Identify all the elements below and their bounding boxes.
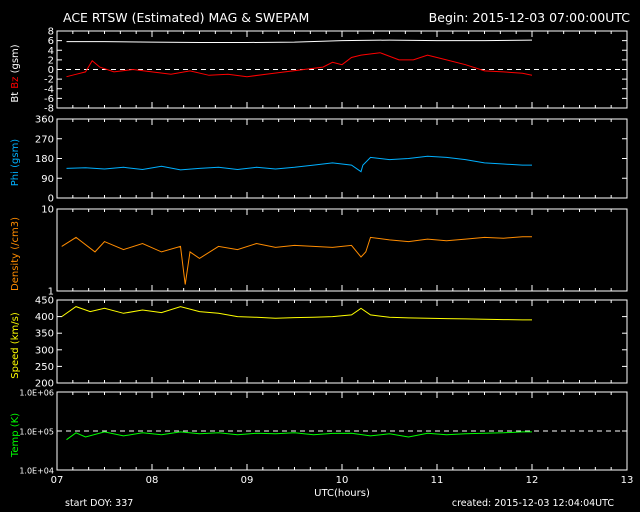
y-tick-label: 360 [35, 115, 54, 126]
y-axis-label: Temp (K) [10, 413, 21, 458]
data-series [66, 52, 533, 78]
x-tick-label: 07 [51, 475, 64, 486]
y-axis-label-part: Density (/cm3) [10, 217, 21, 291]
y-tick-label: 0 [48, 65, 54, 76]
y-tick-label: -6 [44, 94, 54, 105]
data-series [61, 306, 532, 321]
start-doy: start DOY: 337 [65, 498, 134, 509]
begin-time: Begin: 2015-12-03 07:00:00UTC [428, 10, 630, 25]
data-series [66, 39, 533, 43]
panel-frame [56, 118, 628, 199]
y-tick-label: 10 [41, 205, 54, 216]
y-tick-label: 200 [35, 379, 54, 390]
y-tick-label: -4 [44, 84, 54, 95]
y-tick-label: 0 [48, 194, 54, 205]
panel-frame [56, 299, 628, 384]
panel-frame [56, 208, 628, 292]
y-tick-label: 6 [48, 36, 54, 47]
x-tick-label: 13 [621, 475, 634, 486]
data-series [66, 155, 532, 173]
y-axis-label: Phi (gsm) [10, 139, 21, 187]
data-series [61, 236, 532, 285]
y-tick-label: 180 [35, 154, 54, 165]
y-axis-label-part: Speed (km/s) [10, 312, 21, 379]
y-tick-label: 2 [48, 55, 54, 66]
y-tick-label: 270 [35, 134, 54, 145]
data-series [66, 431, 532, 441]
x-tick-label: 10 [336, 475, 349, 486]
y-tick-label: 90 [41, 174, 54, 185]
x-axis-label: UTC(hours) [314, 488, 370, 499]
y-tick-label: 400 [35, 312, 54, 323]
x-tick-label: 08 [146, 475, 159, 486]
y-tick-label: 350 [35, 329, 54, 340]
y-tick-label: 1.0E+05 [19, 428, 54, 437]
y-axis-label: Density (/cm3) [10, 217, 21, 291]
y-axis-label-part: Phi (gsm) [10, 139, 21, 187]
y-tick-label: 250 [35, 362, 54, 373]
y-tick-label: 1.0E+04 [19, 467, 54, 476]
x-tick-label: 12 [526, 475, 539, 486]
y-tick-label: -2 [44, 75, 54, 86]
created-time: created: 2015-12-03 12:04:04UTC [451, 498, 614, 509]
y-axis-label: Speed (km/s) [10, 312, 21, 379]
y-axis-label: Bt Bz (gsm) [10, 44, 21, 102]
y-axis-label-part: Temp (K) [10, 413, 21, 458]
y-tick-label: 1.0E+06 [19, 389, 54, 398]
chart-title: ACE RTSW (Estimated) MAG & SWEPAM [63, 10, 310, 25]
y-tick-label: 450 [35, 296, 54, 307]
y-tick-label: 300 [35, 345, 54, 356]
y-axis-label-part: (gsm) [10, 44, 21, 76]
y-tick-label: 1 [48, 287, 54, 298]
y-axis-label-part: Bz [10, 77, 21, 92]
x-tick-label: 09 [241, 475, 254, 486]
y-axis-label-part: Bt [10, 92, 21, 103]
y-tick-label: 8 [48, 27, 54, 38]
y-tick-label: -8 [44, 104, 54, 115]
y-tick-label: 4 [48, 46, 54, 57]
x-tick-label: 11 [431, 475, 444, 486]
